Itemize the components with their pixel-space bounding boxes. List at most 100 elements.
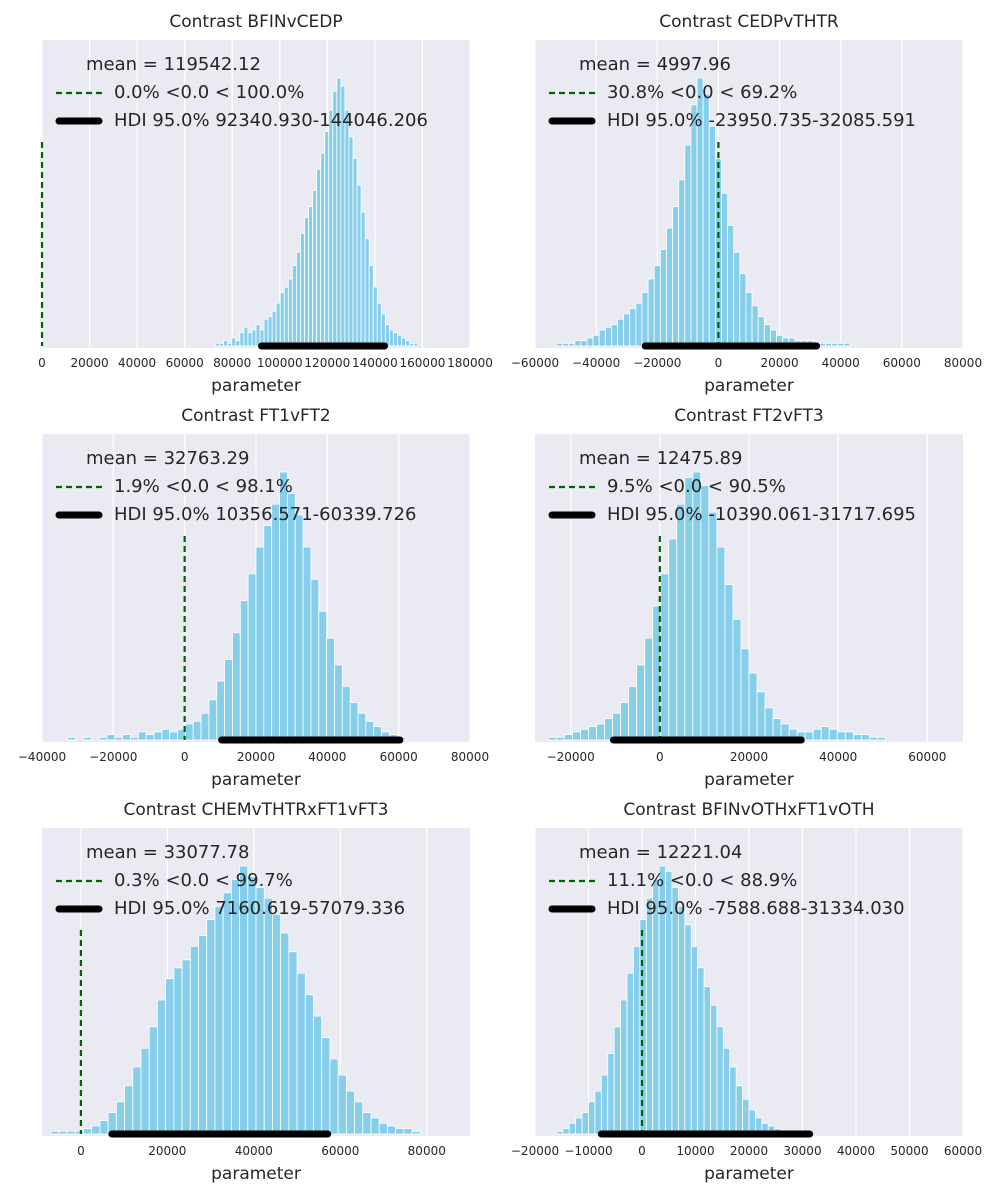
histogram-bar: [122, 734, 131, 741]
histogram-bar: [592, 334, 600, 347]
histogram-bar: [153, 731, 163, 741]
histogram-bar: [206, 919, 216, 1135]
histogram-bar: [647, 278, 655, 347]
histogram-bar: [708, 125, 716, 347]
histogram-bar: [227, 342, 233, 347]
histogram-bar: [677, 905, 686, 1135]
histogram-bar: [58, 1130, 68, 1135]
x-axis-label: parameter: [211, 770, 301, 790]
histogram-bar: [710, 1004, 718, 1135]
x-tick-label: 160000: [400, 356, 446, 370]
histogram-bar: [239, 600, 249, 741]
histogram-bar: [288, 951, 298, 1135]
histogram-bar: [304, 994, 314, 1135]
histogram-bar: [115, 1101, 125, 1135]
histogram-bar: [702, 93, 710, 347]
histogram-bar: [641, 291, 649, 347]
chart-svg: mean = 4997.96 30.8% <0.0 < 69.2% HDI 95.0…: [511, 12, 982, 396]
histogram-bar: [388, 329, 394, 347]
x-tick-label: −60000: [511, 356, 559, 370]
x-tick-label: 20000: [730, 1144, 768, 1158]
histogram-bar: [247, 573, 257, 741]
histogram-bar: [556, 736, 565, 741]
histogram-bar: [189, 945, 199, 1135]
histogram-bar: [611, 324, 618, 347]
histogram-bar: [198, 935, 208, 1135]
histogram-bar: [635, 302, 643, 347]
histogram-bar: [751, 305, 759, 347]
x-tick-label: 50000: [890, 1144, 928, 1158]
histogram-bar: [214, 905, 224, 1135]
histogram-bar: [263, 897, 273, 1135]
histogram-bar: [828, 728, 838, 741]
histogram-bar: [313, 1015, 323, 1135]
histogram-bar: [255, 546, 265, 741]
histogram-bar: [66, 1130, 76, 1135]
x-axis-label: parameter: [704, 770, 794, 790]
histogram-bar: [604, 326, 612, 347]
histogram-bar: [562, 1128, 570, 1135]
histogram-bar: [279, 291, 285, 347]
histogram-bar: [722, 1047, 731, 1135]
histogram-bar: [337, 1074, 347, 1135]
histogram-bar: [831, 342, 839, 347]
histogram-bar: [547, 736, 557, 741]
histogram-bar: [251, 329, 257, 347]
histogram-bar: [328, 109, 334, 347]
histogram-bar: [812, 728, 822, 741]
histogram-bar: [99, 1120, 109, 1135]
histogram-bar: [588, 1101, 596, 1135]
x-tick-label: 120000: [304, 356, 350, 370]
x-tick-label: 0: [77, 1144, 85, 1158]
histogram-bar: [192, 720, 202, 741]
x-tick-label: 0: [38, 356, 46, 370]
histogram-bar: [568, 1122, 577, 1135]
histogram-bar: [200, 712, 210, 741]
histogram-bar: [372, 286, 378, 347]
histogram-bar: [393, 332, 398, 347]
x-tick-label: 0: [656, 750, 664, 764]
histogram-bar: [231, 337, 237, 347]
legend-mean: mean = 33077.78: [86, 842, 249, 863]
histogram-bar: [876, 736, 886, 741]
x-tick-label: 140000: [352, 356, 398, 370]
legend-reference-label: 0.0% <0.0 < 100.0%: [114, 82, 304, 103]
x-tick-label: 80000: [944, 356, 982, 370]
histogram-bar: [676, 503, 686, 741]
chart-svg: mean = 119542.12 0.0% <0.0 < 100.0% HDI 95…: [38, 12, 493, 396]
histogram-bar: [645, 897, 654, 1135]
x-tick-label: 40000: [118, 356, 156, 370]
x-tick-label: 40000: [837, 1144, 875, 1158]
histogram-bar: [222, 892, 232, 1135]
histogram-bar: [395, 1128, 405, 1135]
histogram-bar: [364, 238, 370, 347]
histogram-bar: [114, 736, 124, 741]
x-axis-label: parameter: [211, 376, 301, 396]
legend-hdi-label: HDI 95.0% 7160.619-57079.336: [114, 898, 405, 919]
histogram-bar: [684, 924, 692, 1135]
x-tick-label: 60000: [166, 356, 204, 370]
histogram-bar: [124, 1085, 134, 1135]
chart-title: Contrast CHEMvTHTRxFT1vFT3: [123, 800, 388, 820]
histogram-bar: [275, 302, 281, 347]
histogram-bar: [732, 618, 742, 741]
histogram-bar: [690, 945, 699, 1135]
legend-hdi-label: HDI 95.0% 10356.571-60339.726: [114, 504, 417, 525]
histogram-bar: [739, 273, 747, 347]
histogram-bar: [653, 265, 661, 347]
histogram-bar: [247, 332, 253, 347]
histogram-bar: [397, 334, 402, 347]
legend-reference-label: 1.9% <0.0 < 98.1%: [114, 476, 293, 497]
histogram-bar: [219, 342, 225, 347]
histogram-bar: [596, 723, 605, 741]
histogram-bar: [729, 1066, 737, 1135]
x-tick-label: 0: [181, 750, 189, 764]
histogram-bar: [678, 179, 686, 347]
histogram-bar: [626, 972, 634, 1135]
histogram-bar: [594, 1090, 602, 1135]
histogram-bar: [267, 316, 273, 347]
chart-svg: mean = 12475.89 9.5% <0.0 < 90.5% HDI 95.0…: [535, 406, 963, 790]
histogram-bar: [820, 726, 830, 741]
x-axis-label: parameter: [704, 1164, 794, 1184]
histogram-bar: [804, 731, 814, 741]
